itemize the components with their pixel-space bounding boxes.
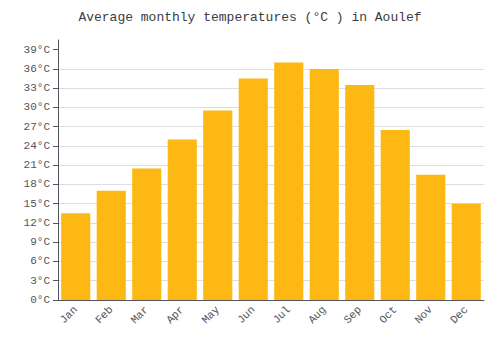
svg-text:39°C: 39°C [24, 44, 51, 56]
svg-text:21°C: 21°C [24, 159, 51, 171]
svg-text:Apr: Apr [164, 304, 186, 326]
svg-text:Jan: Jan [58, 304, 80, 326]
svg-text:30°C: 30°C [24, 101, 51, 113]
svg-text:33°C: 33°C [24, 82, 51, 94]
svg-text:15°C: 15°C [24, 198, 51, 210]
svg-text:Nov: Nov [413, 303, 436, 326]
svg-text:36°C: 36°C [24, 63, 51, 75]
svg-text:Aug: Aug [306, 304, 328, 326]
svg-text:Average monthly temperatures (: Average monthly temperatures (°C ) in Ao… [78, 10, 421, 25]
svg-text:Dec: Dec [448, 304, 470, 326]
svg-text:6°C: 6°C [30, 255, 50, 267]
svg-text:3°C: 3°C [30, 275, 50, 287]
svg-text:18°C: 18°C [24, 178, 51, 190]
svg-text:Oct: Oct [377, 304, 399, 326]
svg-text:27°C: 27°C [24, 121, 51, 133]
svg-text:Jul: Jul [271, 304, 293, 326]
svg-text:Mar: Mar [129, 304, 151, 326]
svg-text:0°C: 0°C [30, 294, 50, 306]
svg-text:9°C: 9°C [30, 236, 50, 248]
svg-text:12°C: 12°C [24, 217, 51, 229]
svg-text:May: May [200, 303, 223, 326]
svg-text:Sep: Sep [342, 304, 364, 326]
svg-text:Jun: Jun [235, 304, 257, 326]
svg-text:24°C: 24°C [24, 140, 51, 152]
svg-text:Feb: Feb [93, 304, 115, 326]
